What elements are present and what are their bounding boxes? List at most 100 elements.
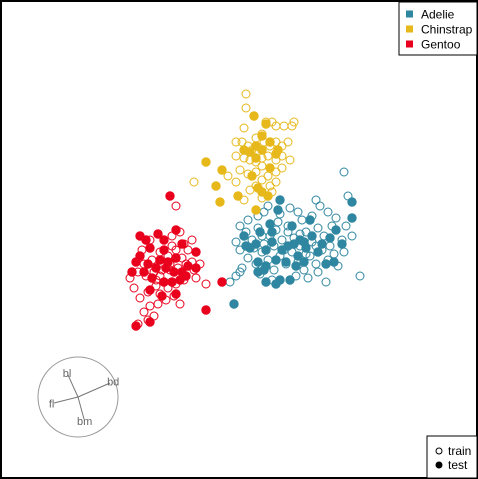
point-chinstrap-train xyxy=(271,177,281,187)
point-gentoo-train xyxy=(191,273,201,283)
point-gentoo-train xyxy=(145,301,155,311)
point-chinstrap-train xyxy=(257,161,267,171)
point-chinstrap-train xyxy=(235,165,245,175)
point-adelie-train xyxy=(259,207,269,217)
point-chinstrap-test xyxy=(233,191,243,201)
axis-label-bm: bm xyxy=(77,416,92,428)
point-adelie-train xyxy=(303,273,313,283)
legend-label-chinstrap: Chinstrap xyxy=(421,23,473,37)
point-adelie-train xyxy=(277,235,287,245)
point-gentoo-test xyxy=(167,277,177,287)
point-chinstrap-train xyxy=(283,137,293,147)
point-chinstrap-test xyxy=(249,111,259,121)
point-chinstrap-train xyxy=(257,175,267,185)
axis-label-fl: fl xyxy=(49,399,55,411)
point-adelie-train xyxy=(323,207,333,217)
point-gentoo-test xyxy=(145,285,155,295)
point-chinstrap-train xyxy=(241,89,251,99)
point-chinstrap-test xyxy=(257,131,267,141)
point-gentoo-test xyxy=(159,245,169,255)
point-chinstrap-train xyxy=(263,171,273,181)
legend-label-test: test xyxy=(448,458,468,472)
point-gentoo-test xyxy=(145,243,155,253)
point-adelie-test xyxy=(329,257,339,267)
point-gentoo-train xyxy=(175,299,185,309)
point-adelie-test xyxy=(331,225,341,235)
point-adelie-test xyxy=(293,251,303,261)
point-gentoo-test xyxy=(183,261,193,271)
point-gentoo-test xyxy=(147,273,157,283)
legend-swatch-chinstrap xyxy=(406,25,413,33)
point-gentoo-train xyxy=(171,201,181,211)
point-adelie-test xyxy=(253,257,263,267)
point-gentoo-test xyxy=(139,267,149,277)
point-adelie-train xyxy=(285,203,295,213)
point-chinstrap-train xyxy=(237,137,247,147)
point-gentoo-test xyxy=(191,247,201,257)
point-chinstrap-train xyxy=(231,151,241,161)
legend-swatch-adelie xyxy=(406,10,413,18)
point-chinstrap-test xyxy=(265,163,275,173)
point-gentoo-test xyxy=(217,277,227,287)
point-chinstrap-test xyxy=(211,181,221,191)
point-gentoo-test xyxy=(145,317,155,327)
axis-line-fl xyxy=(53,396,79,404)
point-adelie-train xyxy=(297,215,307,225)
point-gentoo-test xyxy=(171,289,181,299)
point-gentoo-test xyxy=(165,191,175,201)
point-chinstrap-test xyxy=(247,171,257,181)
point-gentoo-test xyxy=(171,253,181,263)
point-adelie-test xyxy=(265,219,275,229)
point-adelie-train xyxy=(331,213,341,223)
point-chinstrap-test xyxy=(217,165,227,175)
point-adelie-train xyxy=(347,231,357,241)
point-chinstrap-test xyxy=(261,119,271,129)
point-adelie-train xyxy=(315,201,325,211)
point-adelie-train xyxy=(225,277,235,287)
point-adelie-test xyxy=(325,233,335,243)
point-chinstrap-train xyxy=(287,121,297,131)
point-adelie-train xyxy=(311,195,321,205)
point-adelie-train xyxy=(299,265,309,275)
point-gentoo-train xyxy=(129,283,139,293)
point-chinstrap-test xyxy=(239,145,249,155)
point-adelie-train xyxy=(355,271,365,281)
point-gentoo-train xyxy=(201,279,211,289)
point-adelie-test xyxy=(251,239,261,249)
point-adelie-train xyxy=(339,247,349,257)
point-chinstrap-train xyxy=(223,171,233,181)
point-gentoo-test xyxy=(153,229,163,239)
point-adelie-train xyxy=(329,249,339,259)
point-gentoo-test xyxy=(127,267,137,277)
point-adelie-train xyxy=(313,223,323,233)
point-chinstrap-test xyxy=(215,197,225,207)
point-adelie-train xyxy=(269,265,279,275)
point-chinstrap-test xyxy=(271,149,281,159)
point-chinstrap-train xyxy=(279,121,289,131)
point-adelie-test xyxy=(317,239,327,249)
point-chinstrap-test xyxy=(263,191,273,201)
point-adelie-train xyxy=(341,221,351,231)
legend-marker-train xyxy=(435,447,443,455)
point-gentoo-test xyxy=(155,255,165,265)
point-chinstrap-train xyxy=(285,155,295,165)
point-adelie-train xyxy=(273,217,283,227)
point-gentoo-train xyxy=(153,299,163,309)
legend-label-train: train xyxy=(448,444,471,458)
point-chinstrap-test xyxy=(251,153,261,163)
legend-split-box xyxy=(426,435,478,479)
point-chinstrap-test xyxy=(201,157,211,167)
point-gentoo-test xyxy=(151,263,161,273)
axis-label-bl: bl xyxy=(63,368,72,380)
axes-guide-circle xyxy=(37,356,119,438)
point-adelie-test xyxy=(239,231,249,241)
legend-swatch-gentoo xyxy=(406,40,413,48)
point-chinstrap-train xyxy=(231,137,241,147)
point-gentoo-test xyxy=(135,231,145,241)
axis-line-bm xyxy=(77,396,85,420)
point-gentoo-test xyxy=(143,259,153,269)
point-gentoo-train xyxy=(139,307,149,317)
point-gentoo-test xyxy=(131,257,141,267)
